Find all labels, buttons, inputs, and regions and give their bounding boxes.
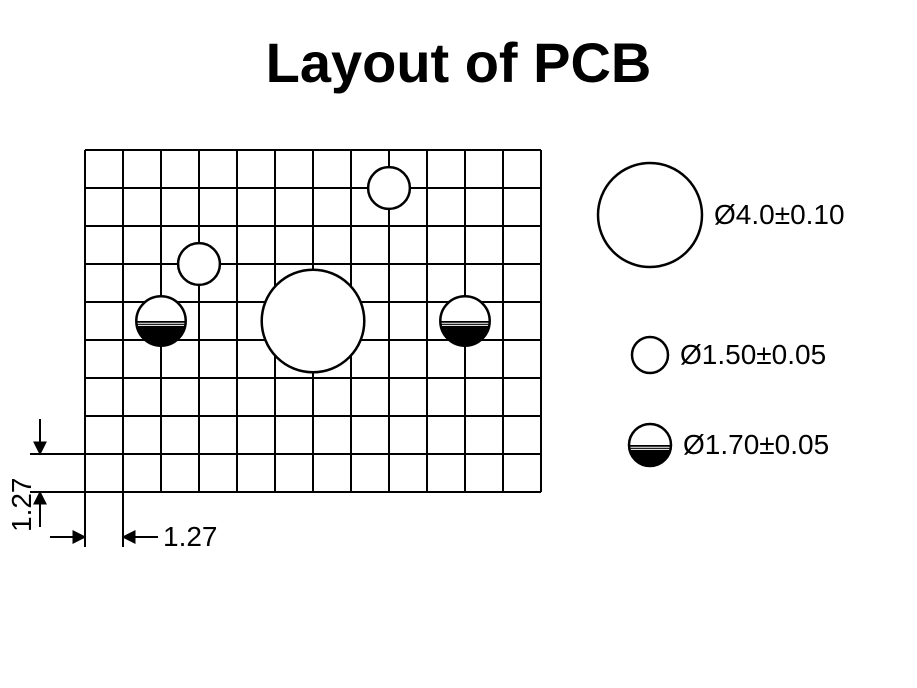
legend-symbol-0	[598, 163, 702, 267]
legend-label-large: Ø4.0±0.10	[714, 199, 845, 231]
legend-symbol-2	[629, 424, 671, 466]
hole-small-upper-left	[178, 243, 220, 285]
page-root: Layout of PCB Ø4.0±0.10 Ø1.50±0.05 Ø1.70…	[0, 0, 917, 688]
hole-half-right	[440, 296, 489, 345]
hole-small-top-right	[368, 167, 410, 209]
legend-symbol-1	[632, 337, 668, 373]
hole-center-large	[262, 270, 365, 373]
legend-label-small: Ø1.50±0.05	[680, 339, 826, 371]
horizontal-spacing-label: 1.27	[163, 521, 218, 553]
legend-label-halffill: Ø1.70±0.05	[683, 429, 829, 461]
hole-half-left	[136, 296, 185, 345]
vertical-spacing-label: 1.27	[6, 478, 38, 533]
legend	[598, 163, 702, 466]
